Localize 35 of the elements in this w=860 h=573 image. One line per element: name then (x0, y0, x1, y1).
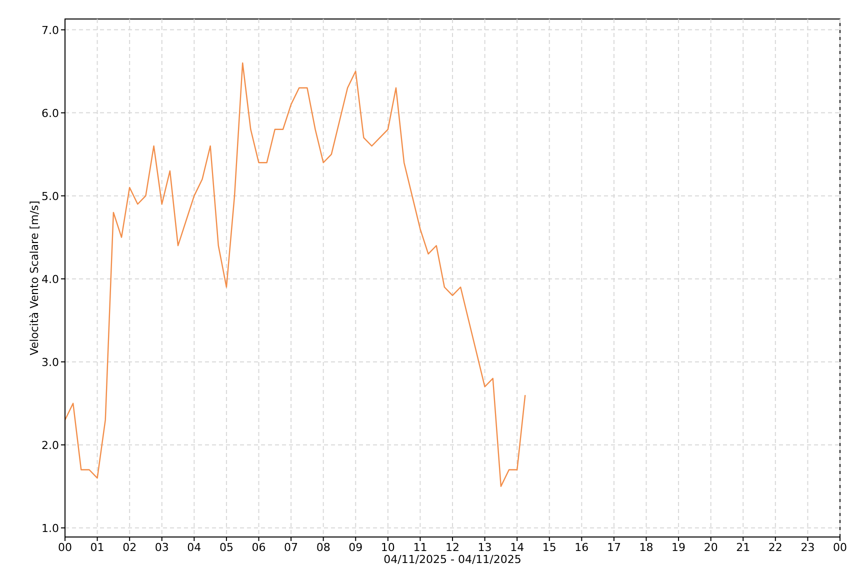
y-axis-title: Velocità Vento Scalare [m/s] (28, 200, 41, 356)
x-tick-label: 00 (833, 541, 847, 554)
x-tick-label: 04 (187, 541, 202, 554)
x-tick-label: 14 (510, 541, 524, 554)
x-tick-label: 06 (252, 541, 266, 554)
y-tick-label: 7.0 (42, 24, 59, 37)
x-axis-title: 04/11/2025 - 04/11/2025 (384, 553, 522, 566)
x-tick-label: 17 (606, 541, 621, 554)
x-tick-label: 21 (736, 541, 750, 554)
x-tick-label: 15 (542, 541, 556, 554)
y-tick-label: 2.0 (42, 438, 59, 452)
x-tick-label: 18 (639, 541, 654, 554)
x-tick-label: 22 (768, 541, 782, 554)
x-tick-label: 01 (90, 541, 104, 554)
x-tick-label: 05 (219, 541, 234, 554)
x-tick-label: 20 (704, 541, 718, 554)
x-tick-label: 19 (672, 541, 686, 554)
x-tick-label: 23 (800, 541, 815, 554)
x-tick-label: 11 (413, 541, 428, 554)
x-tick-label: 10 (380, 541, 395, 554)
x-tick-label: 02 (122, 541, 137, 554)
x-tick-label: 08 (316, 541, 330, 554)
x-tick-label: 07 (284, 541, 298, 554)
y-tick-label: 3.0 (42, 356, 59, 369)
y-tick-label: 1.0 (42, 522, 59, 535)
x-tick-label: 03 (154, 541, 169, 554)
x-tick-label: 12 (446, 541, 460, 554)
x-tick-label: 16 (574, 541, 589, 554)
y-tick-label: 4.0 (42, 272, 59, 286)
y-tick-label: 6.0 (42, 106, 59, 120)
line-series (64, 62, 526, 487)
x-tick-label: 13 (478, 541, 492, 554)
y-tick-label: 5.0 (42, 190, 59, 203)
x-tick-label: 00 (58, 541, 72, 554)
x-tick-label: 09 (348, 541, 363, 554)
